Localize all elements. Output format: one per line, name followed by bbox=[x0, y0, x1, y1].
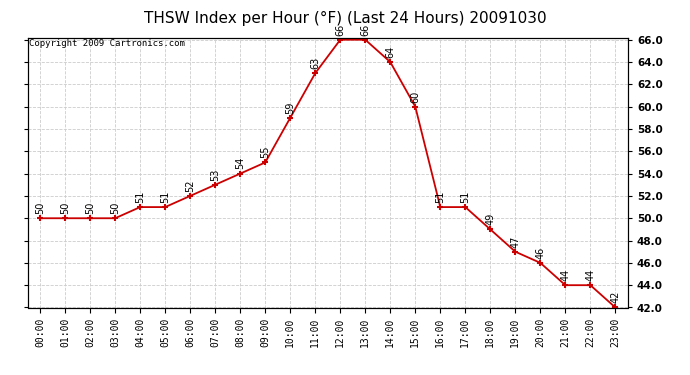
Text: 50: 50 bbox=[35, 202, 45, 214]
Text: 46: 46 bbox=[535, 246, 545, 259]
Text: 53: 53 bbox=[210, 168, 220, 181]
Text: 51: 51 bbox=[160, 190, 170, 203]
Text: 44: 44 bbox=[585, 269, 595, 281]
Text: THSW Index per Hour (°F) (Last 24 Hours) 20091030: THSW Index per Hour (°F) (Last 24 Hours)… bbox=[144, 11, 546, 26]
Text: 51: 51 bbox=[435, 190, 445, 203]
Text: 66: 66 bbox=[335, 23, 345, 36]
Text: 54: 54 bbox=[235, 157, 245, 170]
Text: 66: 66 bbox=[360, 23, 371, 36]
Text: 50: 50 bbox=[85, 202, 95, 214]
Text: 60: 60 bbox=[411, 90, 420, 102]
Text: 59: 59 bbox=[285, 101, 295, 114]
Text: 55: 55 bbox=[260, 146, 270, 158]
Text: 64: 64 bbox=[385, 46, 395, 58]
Text: 52: 52 bbox=[185, 179, 195, 192]
Text: 44: 44 bbox=[560, 269, 571, 281]
Text: 49: 49 bbox=[485, 213, 495, 225]
Text: 51: 51 bbox=[460, 190, 471, 203]
Text: 47: 47 bbox=[511, 235, 520, 248]
Text: Copyright 2009 Cartronics.com: Copyright 2009 Cartronics.com bbox=[29, 39, 185, 48]
Text: 51: 51 bbox=[135, 190, 145, 203]
Text: 50: 50 bbox=[110, 202, 120, 214]
Text: 50: 50 bbox=[60, 202, 70, 214]
Text: 63: 63 bbox=[310, 57, 320, 69]
Text: 42: 42 bbox=[611, 291, 620, 303]
